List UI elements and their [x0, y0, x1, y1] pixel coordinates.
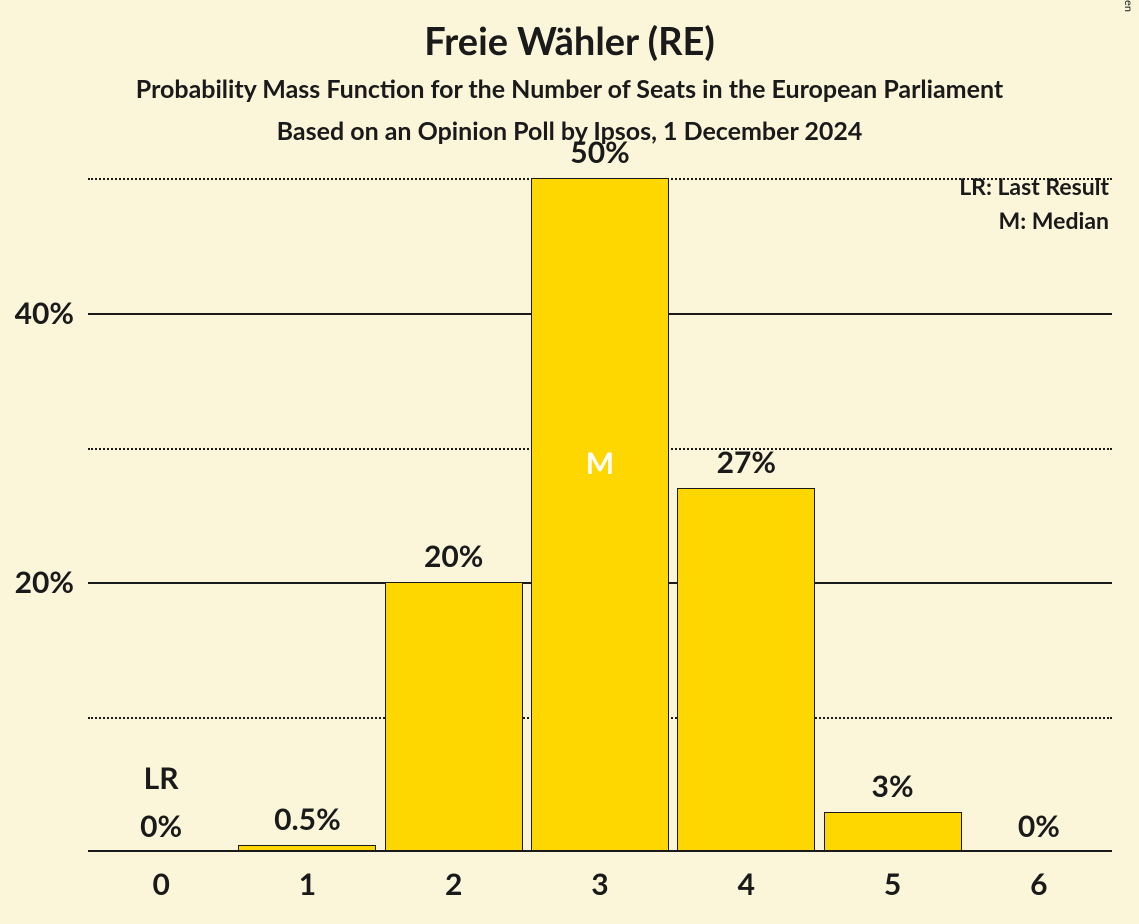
bar-slot: 50%M: [529, 178, 671, 852]
bar-slot: 20%: [383, 178, 525, 852]
x-axis-label: 1: [299, 866, 316, 902]
bar-value-label: 27%: [717, 444, 776, 480]
bar-value-label: 0%: [1018, 808, 1060, 844]
bar-slot: 3%: [822, 178, 964, 852]
x-axis-label: 4: [738, 866, 755, 902]
legend-lr: LR: Last Result: [959, 172, 1109, 200]
chart-area: 20%40%0%LR00.5%120%250%M327%43%50%6: [88, 178, 1112, 852]
bar-slot: 0% LR: [90, 178, 232, 852]
x-axis-label: 5: [884, 866, 901, 902]
y-axis-label: 40%: [0, 295, 74, 331]
bar: [531, 178, 669, 852]
copyright-text: © 2024 Filip van Laenen: [1122, 0, 1135, 12]
legend-m: M: Median: [959, 206, 1109, 234]
bar-slot: 27%: [675, 178, 817, 852]
bar-value-label: 0%: [140, 808, 182, 844]
x-axis-label: 0: [152, 866, 169, 902]
chart-subtitle: Probability Mass Function for the Number…: [0, 74, 1139, 104]
x-axis-label: 2: [445, 866, 462, 902]
bar-value-label: 0.5%: [274, 801, 341, 837]
bar-slot: 0.5%: [236, 178, 378, 852]
lr-annotation: LR: [144, 760, 179, 796]
chart-title: Freie Wähler (RE): [0, 18, 1139, 64]
x-axis-line: [88, 850, 1112, 852]
bar-value-label: 50%: [570, 134, 629, 170]
bar-value-label: 20%: [424, 538, 483, 574]
bar: [824, 812, 962, 852]
median-annotation: M: [586, 445, 614, 481]
bar: [677, 488, 815, 852]
x-axis-label: 6: [1030, 866, 1047, 902]
bar-value-label: 3%: [872, 768, 914, 804]
bar: [385, 582, 523, 852]
y-axis-label: 20%: [0, 564, 74, 600]
chart-legend: LR: Last Result M: Median: [959, 172, 1109, 240]
bar-slot: 0%: [968, 178, 1110, 852]
x-axis-label: 3: [591, 866, 608, 902]
